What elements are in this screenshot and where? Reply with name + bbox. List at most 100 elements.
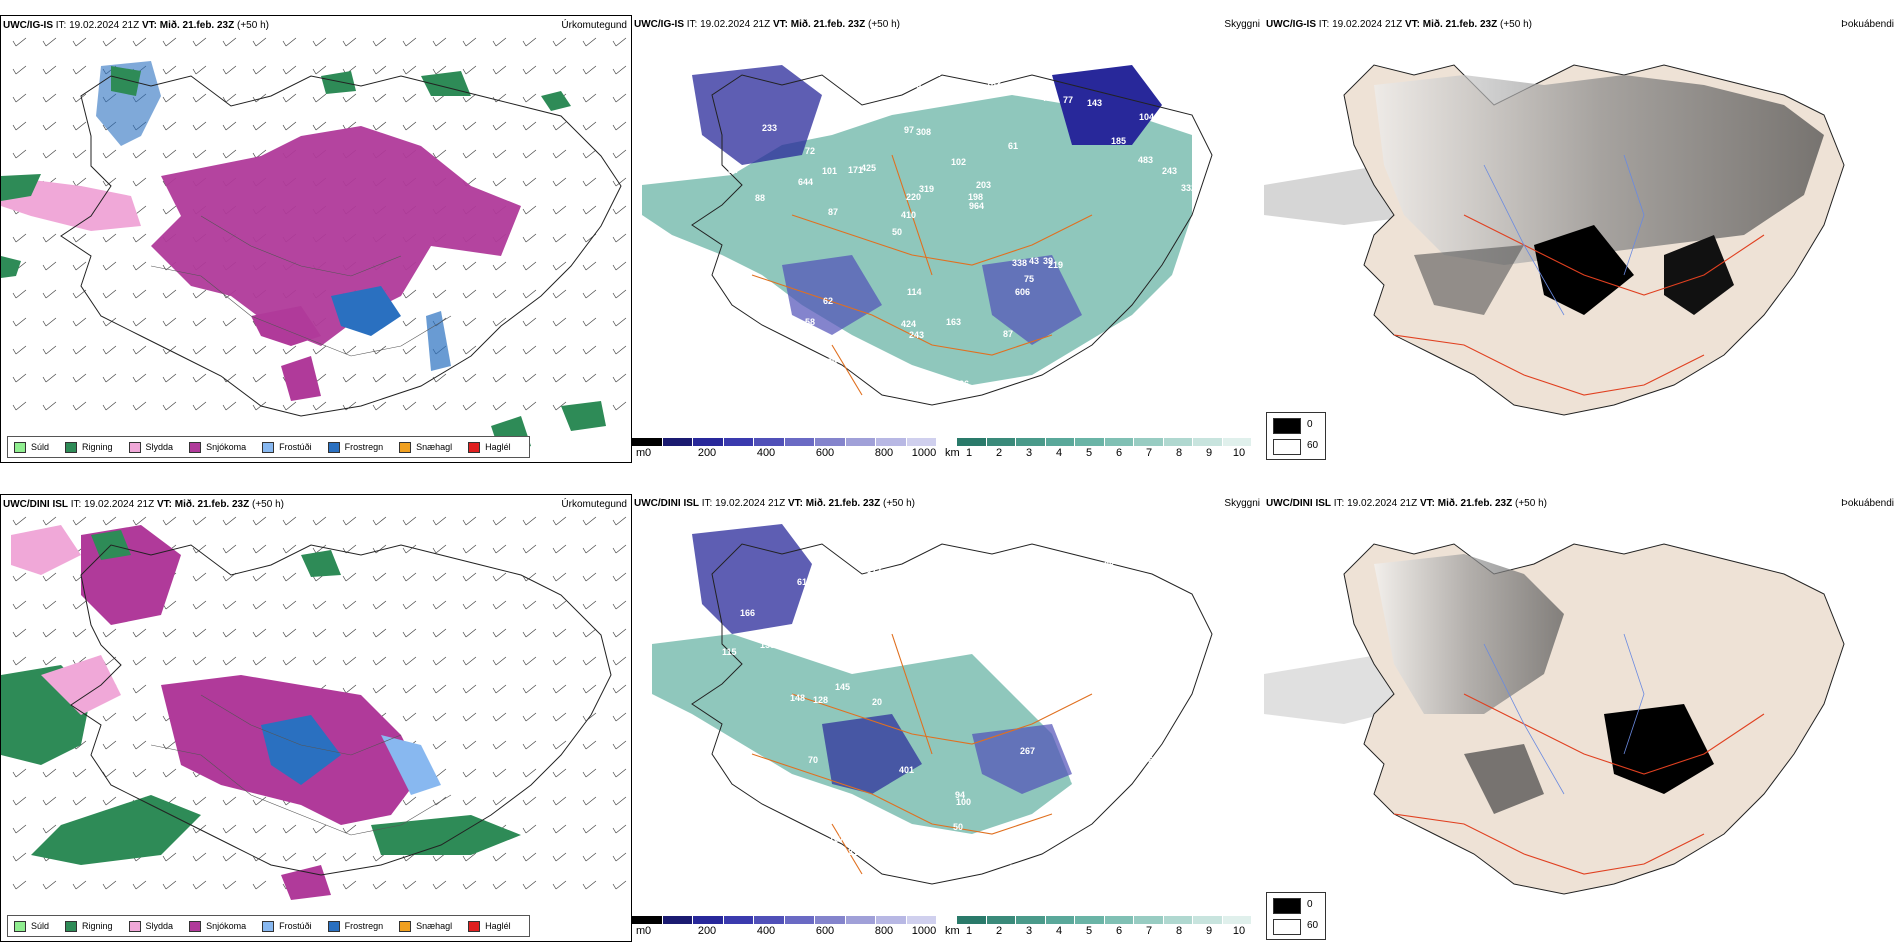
precip-type-map-bottom: [1, 516, 627, 900]
row-header-bottom: UWC/DINI ISL IT: 19.02.2024 21Z VT: Mið.…: [3, 499, 284, 510]
colorbar-segment: [876, 438, 907, 446]
ceiling-value-label: 143: [1087, 98, 1102, 108]
colorbar-segment: [662, 916, 693, 924]
ceiling-value-labels: 93 88 104 50 61 78 97 102 74 425 823 149 308 203 219 23…: [728, 68, 1196, 393]
precip-legend-top: Súld Rigning Slydda Snjókoma Frostúði Fr…: [7, 436, 530, 458]
colorbar-segment: [876, 916, 907, 924]
ceiling-value-label: 220: [906, 192, 921, 202]
panel-title-fog: Þokuábendi: [1841, 19, 1894, 30]
colorbar-segment: [1016, 438, 1046, 446]
colorbar-segment: [754, 438, 785, 446]
legend-item: Súld: [14, 441, 49, 453]
fog-legend-top: 0 60: [1266, 412, 1326, 460]
colorbar-segment: [1104, 438, 1134, 446]
legend-item: Snjókoma: [189, 441, 246, 453]
ceiling-value-label: 87: [1003, 329, 1013, 339]
colorbar-segment: [1075, 916, 1105, 924]
ceiling-value-label: 97: [904, 125, 914, 135]
ceiling-value-labels-bottom: 61 82 100 87 94 80 177 73 76 201 267 179 115 339 121 61…: [722, 560, 1178, 873]
fog-low-swatch: [1273, 439, 1301, 455]
ceiling-value-label: 88: [1104, 560, 1114, 570]
precip-type-map-top: [1, 37, 627, 456]
ceiling-value-label: 72: [805, 146, 815, 156]
legend-item: Snæhagl: [399, 920, 452, 932]
ceiling-value-label: 410: [901, 210, 916, 220]
ceiling-value-label: 483: [1138, 155, 1153, 165]
swatch: [128, 441, 141, 453]
ceiling-value-label: 96: [1158, 832, 1168, 842]
ceiling-value-label: 148: [790, 693, 805, 703]
ceiling-value-label: 61: [797, 577, 807, 587]
fog-panel-top: UWC/IG-IS IT: 19.02.2024 21Z VT: Mið. 21…: [1264, 15, 1900, 463]
ceiling-value-label: 424: [901, 319, 916, 329]
ceiling-value-label: 80: [1087, 748, 1097, 758]
colorbar-segment: [754, 916, 785, 924]
legend-item: Snæhagl: [399, 441, 452, 453]
ceiling-value-label: 74: [770, 298, 780, 308]
row-header-top-2: UWC/IG-IS IT: 19.02.2024 21Z VT: Mið. 21…: [634, 19, 900, 30]
precip-type-panel-top: UWC/IG-IS IT: 19.02.2024 21Z VT: Mið. 21…: [0, 15, 632, 463]
ceiling-value-label: 59: [1094, 361, 1104, 371]
visibility-colorbar-labels: km 1 2 3 4 5 6 7 8 9 10: [945, 447, 1246, 459]
legend-item: Frostregn: [327, 920, 383, 932]
colorbar-segment: [1222, 916, 1252, 924]
ceiling-value-label: 121: [843, 847, 858, 857]
visibility-colorbar-bottom: [957, 916, 1252, 924]
ceiling-value-label: 56: [854, 349, 864, 359]
legend-item: Slydda: [128, 441, 173, 453]
ceiling-map-top: 93 88 104 50 61 78 97 102 74 425 823 149 308 203 219 23…: [642, 65, 1213, 406]
ceiling-value-label: 319: [919, 184, 934, 194]
colorbar-segment: [693, 438, 724, 446]
legend-item: Haglél: [468, 441, 511, 453]
ceiling-value-label: 99: [1002, 841, 1012, 851]
ceiling-value-label: 132: [1163, 293, 1178, 303]
fog-legend-bottom: 0 60: [1266, 892, 1326, 940]
colorbar-segment: [1163, 916, 1193, 924]
ceiling-value-label: 80: [857, 654, 867, 664]
ceiling-value-label: 964: [969, 201, 984, 211]
ceiling-value-label: 114: [907, 287, 922, 297]
colorbar-segment: [815, 438, 846, 446]
swatch: [65, 441, 78, 453]
fog-high-swatch: [1273, 898, 1301, 914]
legend-item: Súld: [14, 920, 49, 932]
ceiling-panel-bottom: 61 82 100 87 94 80 177 73 76 201 267 179 115 339 121 61…: [632, 494, 1264, 942]
ceiling-value-label: 63: [1125, 326, 1135, 336]
ceiling-value-label: 128: [813, 695, 828, 705]
it-label: IT:: [55, 20, 67, 31]
ceiling-value-label: 52: [820, 127, 830, 137]
colorbar-segment: [693, 916, 724, 924]
ceiling-value-label: 308: [916, 127, 931, 137]
model-name: UWC/IG-IS: [3, 20, 53, 31]
ceiling-value-label: 78: [777, 366, 787, 376]
row-header-bottom-2: UWC/DINI ISL IT: 19.02.2024 21Z VT: Mið.…: [634, 498, 915, 509]
swatch: [14, 441, 26, 453]
ceiling-value-label: 77: [1063, 95, 1073, 105]
ceiling-value-label: 132: [1021, 575, 1036, 585]
ceiling-colorbar-labels: m 0 200 400 600 800 1000: [636, 447, 937, 459]
colorbar-segment: [845, 916, 876, 924]
colorbar-segment: [632, 916, 663, 924]
ceiling-value-label: 94: [955, 790, 965, 800]
ceiling-value-label: 62: [823, 296, 833, 306]
colorbar-segment: [1193, 916, 1223, 924]
fog-high-swatch: [1273, 418, 1301, 434]
legend-item: Frostúði: [262, 441, 312, 453]
ceiling-value-label: 201: [1103, 678, 1118, 688]
ceiling-colorbar: [632, 438, 937, 446]
ceiling-value-label: 100: [956, 797, 971, 807]
ceiling-value-label: 889: [822, 357, 837, 367]
legend-item: Frostregn: [327, 441, 383, 453]
legend-item: Slydda: [128, 920, 173, 932]
fog-panel-bottom: UWC/DINI ISL IT: 19.02.2024 21Z VT: Mið.…: [1264, 494, 1900, 942]
colorbar-segment: [906, 438, 937, 446]
swatch: [468, 441, 481, 453]
ceiling-panel-top: 93 88 104 50 61 78 97 102 74 425 823 149 308 203 219 23…: [632, 15, 1264, 463]
row-header-top-3: UWC/IG-IS IT: 19.02.2024 21Z VT: Mið. 21…: [1266, 19, 1532, 30]
colorbar-segment: [784, 438, 815, 446]
panel-title-ceiling-bottom: Skyggni: [1224, 498, 1260, 509]
ceiling-value-label: 338: [1012, 258, 1027, 268]
it-value: 19.02.2024 21Z: [69, 20, 140, 31]
visibility-colorbar: [957, 438, 1252, 446]
colorbar-segment: [986, 916, 1016, 924]
